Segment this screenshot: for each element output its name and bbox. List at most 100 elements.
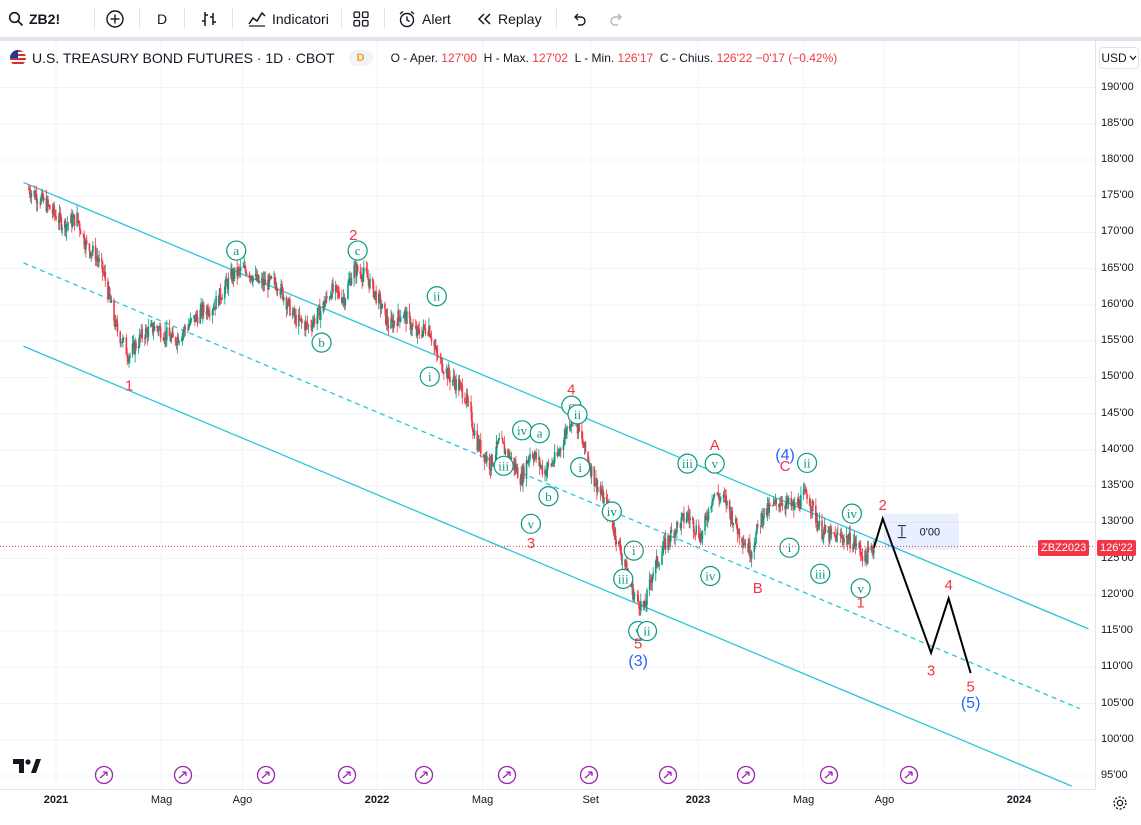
chart-pane[interactable]: 1ab2ciiiiiiivv3ab4ciiiiviiiivii5(3)iiivA… — [0, 41, 1095, 789]
candle — [145, 325, 148, 331]
candle — [547, 459, 550, 468]
candle-body — [206, 307, 209, 315]
candle-body — [313, 318, 316, 325]
price-chart[interactable]: 1ab2ciiiiiiivv3ab4ciiiiviiiivii5(3)iiivA… — [0, 41, 1095, 789]
candle-body — [621, 559, 624, 561]
redo-button[interactable] — [608, 0, 626, 37]
candle-body — [508, 452, 510, 459]
candle-body — [529, 453, 531, 459]
candle — [393, 320, 396, 327]
candle-body — [830, 532, 833, 534]
candle — [763, 507, 765, 526]
candle-body — [403, 312, 406, 317]
legend-title[interactable]: U.S. TREASURY BOND FUTURES · 1D · CBOT — [32, 50, 335, 66]
tradingview-logo[interactable] — [12, 757, 42, 780]
candle — [35, 185, 38, 212]
candle-body — [847, 539, 850, 544]
candle — [338, 286, 340, 300]
candle-body — [184, 326, 187, 330]
candle-body — [780, 503, 783, 506]
candle-body — [61, 227, 63, 230]
candle-body — [113, 299, 115, 321]
chart-settings-button[interactable] — [1112, 795, 1128, 816]
candle-body — [484, 455, 486, 462]
time-axis[interactable] — [0, 789, 1095, 825]
candle-body — [415, 328, 418, 336]
candle — [147, 318, 150, 342]
candle — [560, 447, 562, 458]
candle-body — [195, 314, 198, 317]
wave-circle — [570, 457, 591, 478]
candle-body — [177, 336, 180, 343]
candle-body — [646, 590, 648, 605]
candle-body — [84, 245, 86, 250]
candle — [698, 532, 701, 543]
candle-body — [387, 324, 390, 329]
event-marker-icon — [819, 765, 839, 785]
candle-body — [870, 546, 873, 551]
candle-body — [849, 532, 851, 549]
candle-body — [306, 322, 309, 327]
wave-label-circled: v — [520, 513, 542, 534]
candle — [299, 318, 302, 323]
candle — [329, 290, 332, 300]
candle — [255, 268, 258, 282]
candle-body — [434, 345, 436, 348]
indicators-button[interactable]: Indicatori — [247, 0, 329, 37]
candle-body — [620, 552, 623, 561]
candle — [209, 305, 211, 321]
compare-symbol-button[interactable] — [105, 0, 125, 37]
candle-body — [114, 320, 116, 328]
candle-body — [36, 202, 39, 204]
alert-button[interactable]: Alert — [397, 0, 451, 37]
candle-body — [221, 298, 224, 300]
candle-body — [329, 295, 332, 299]
interval-button[interactable]: D — [157, 0, 167, 37]
candle — [786, 494, 789, 509]
candle-body — [71, 217, 74, 227]
replay-button[interactable]: Replay — [475, 0, 542, 37]
candle-body — [866, 557, 868, 564]
candle-body — [792, 502, 794, 505]
candle — [771, 505, 774, 507]
top-toolbar: ZB2! D Indicatori Alert Replay — [0, 0, 1141, 41]
candle-body — [151, 322, 154, 333]
candle — [563, 428, 566, 447]
event-marker-icon — [173, 765, 193, 785]
candle — [305, 320, 308, 331]
time-tick-label: 2021 — [43, 794, 69, 806]
symbol-search-button[interactable]: ZB2! — [8, 0, 60, 37]
candle — [196, 309, 199, 328]
candle — [834, 526, 836, 540]
currency-selector[interactable]: USD — [1099, 47, 1139, 69]
price-axis[interactable] — [1095, 41, 1141, 789]
candle-body — [472, 427, 474, 432]
candle-body — [92, 245, 94, 253]
candle — [553, 444, 556, 468]
candle-body — [822, 530, 825, 538]
candle-body — [268, 275, 271, 279]
wave-label: 4 — [567, 381, 575, 398]
candle — [304, 315, 307, 337]
candle-body — [392, 319, 394, 329]
candle-body — [237, 268, 239, 277]
candle-body — [374, 290, 377, 293]
candle — [356, 263, 359, 274]
wave-circle — [623, 540, 644, 561]
undo-button[interactable] — [570, 0, 588, 37]
event-arrow — [261, 771, 270, 779]
layouts-button[interactable] — [352, 0, 370, 37]
candle-body — [215, 296, 217, 310]
candle-body — [736, 528, 739, 535]
tradingview-logo-icon — [13, 759, 41, 773]
candle — [104, 264, 107, 288]
candle-body — [126, 354, 129, 358]
candle — [141, 324, 143, 343]
chart-type-button[interactable] — [200, 0, 218, 37]
candle — [562, 439, 565, 459]
candle — [245, 266, 247, 277]
data-status-badge[interactable]: D — [348, 50, 373, 66]
candle — [538, 456, 541, 476]
candle — [49, 204, 51, 210]
candle-body — [246, 273, 248, 275]
